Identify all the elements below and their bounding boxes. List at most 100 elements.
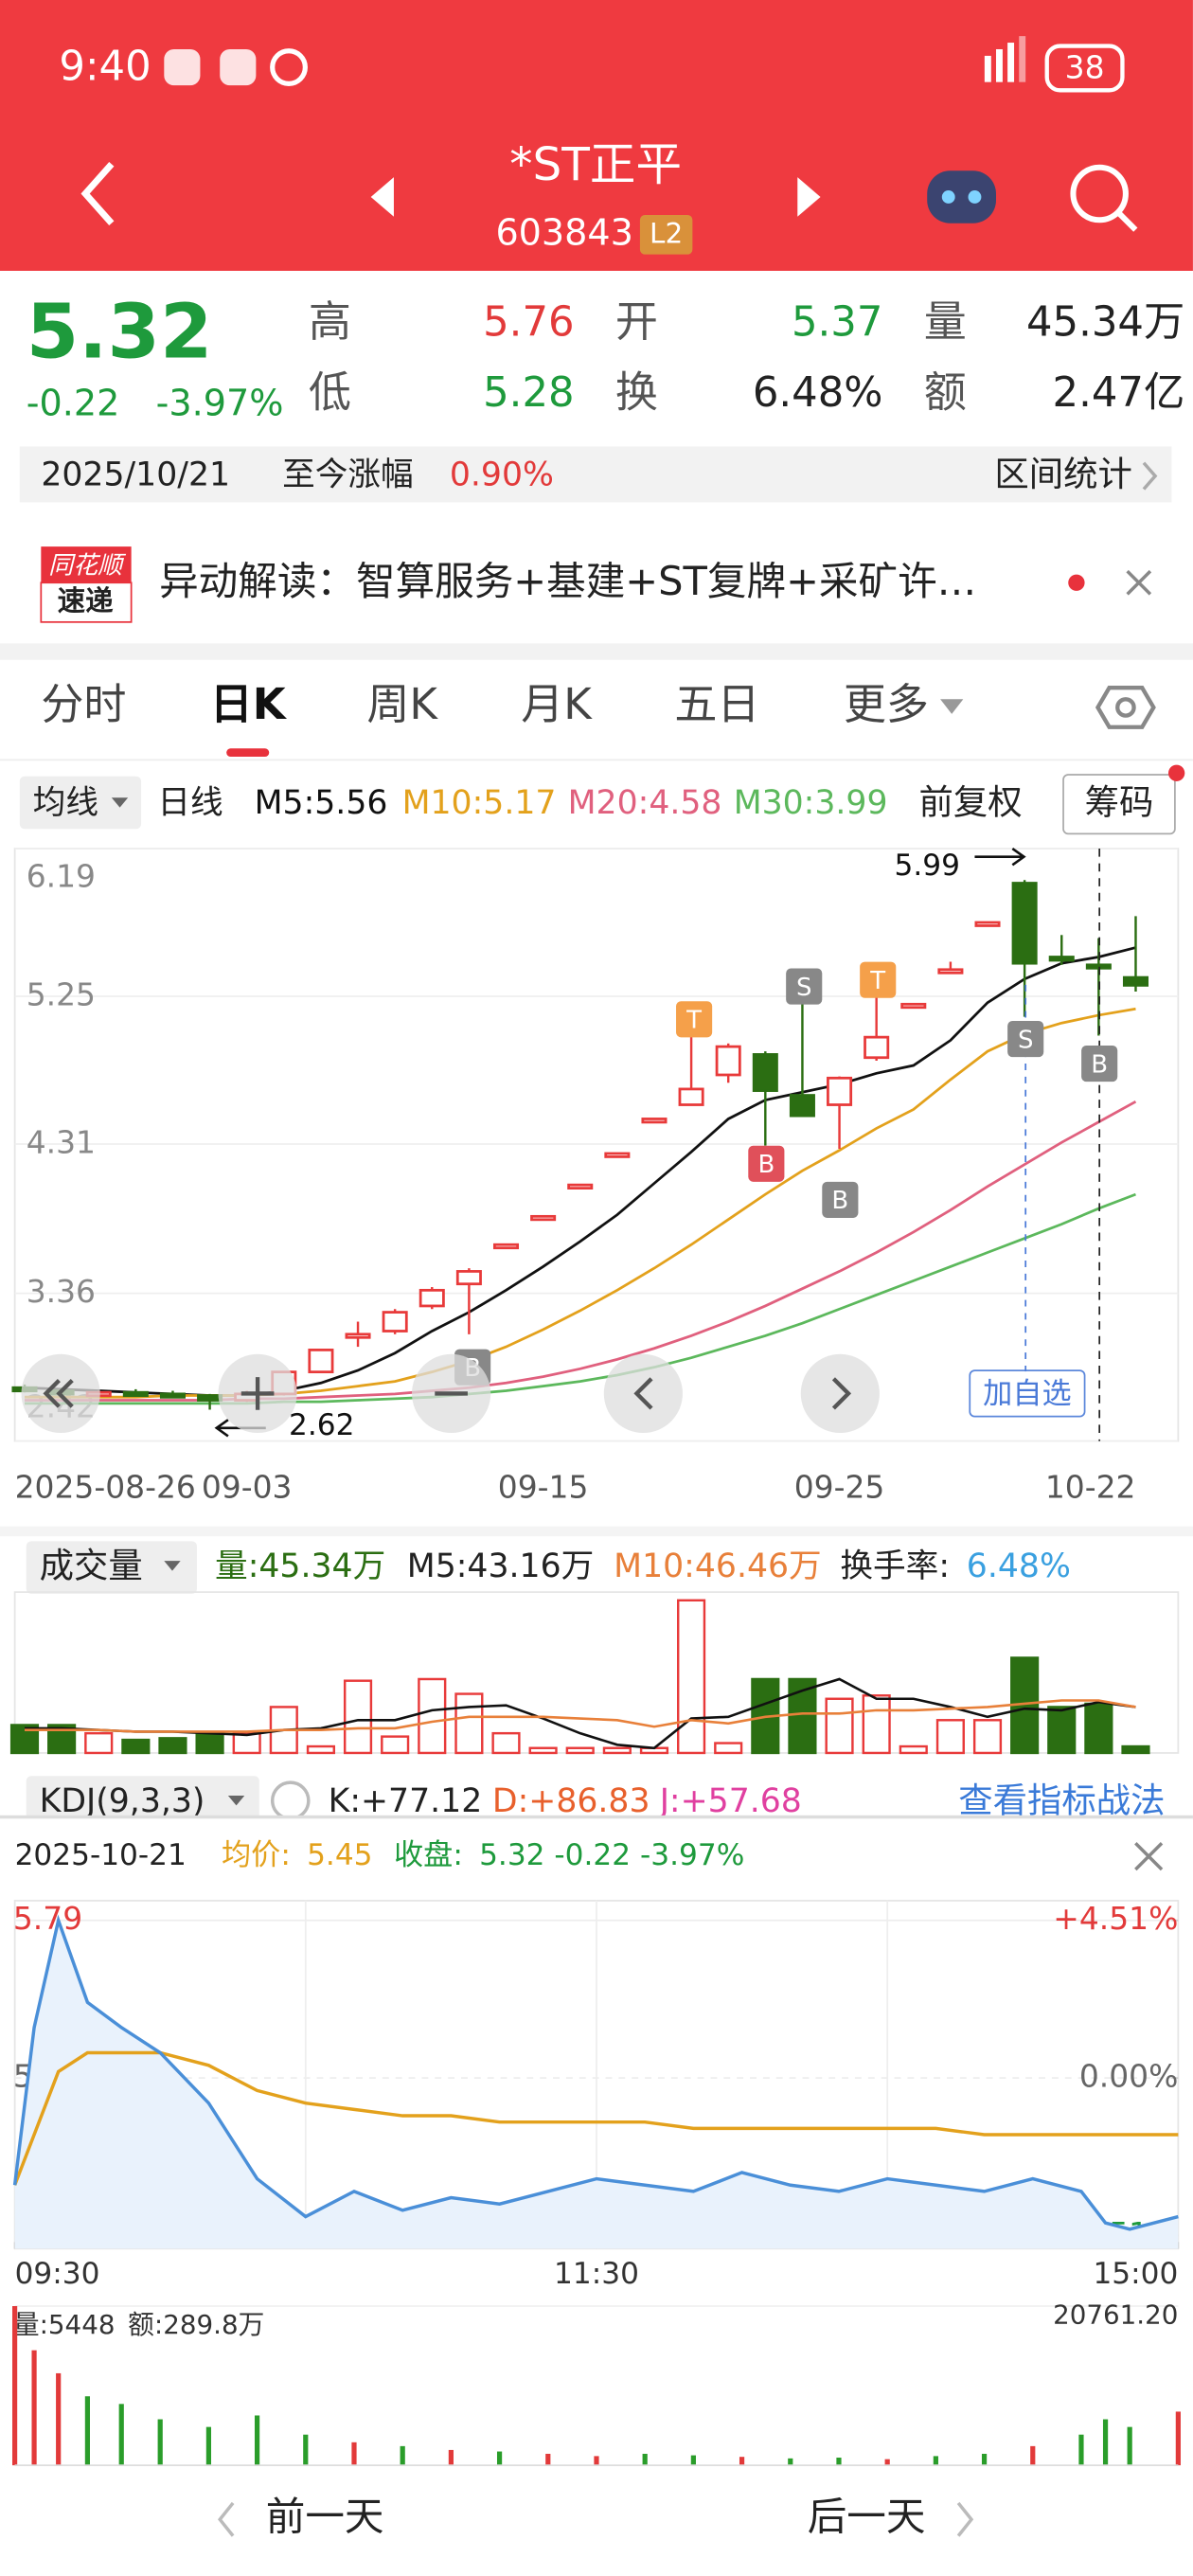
y-tick-label: 20761.20 — [1053, 2299, 1178, 2330]
tab[interactable]: 更多 — [844, 679, 929, 729]
x-tick-label: 09:30 — [15, 2257, 100, 2291]
chart-button[interactable] — [603, 1353, 683, 1433]
price-line — [12, 1914, 1179, 2231]
high-mark: 5.99 — [895, 849, 960, 883]
x-tick-label: 15:00 — [1093, 2257, 1178, 2291]
candle-body — [937, 968, 964, 975]
volume-bar — [1175, 2411, 1181, 2466]
next-day[interactable]: 后一天 — [808, 2493, 926, 2539]
candle-body — [827, 1076, 853, 1106]
close-label: 收盘: — [394, 1838, 463, 1872]
candle-body — [1048, 956, 1075, 962]
volume-bar — [496, 2451, 503, 2466]
chart-button[interactable] — [800, 1353, 880, 1433]
volume-bar — [594, 2456, 599, 2466]
help-icon[interactable] — [270, 1780, 311, 1821]
volume-bar — [972, 1719, 1003, 1755]
tab-indicator — [226, 748, 270, 757]
volume-bar — [545, 2453, 551, 2466]
candle-body — [382, 1311, 408, 1333]
popup-date: 2025-10-21 — [15, 1838, 187, 1872]
intraday-chart: 5.795.545.29+4.51%0.00%-4.51%09:3011:301… — [11, 1900, 1181, 2466]
range-stats[interactable]: 区间统计 — [994, 454, 1132, 494]
volume-bar — [1030, 2445, 1036, 2466]
candle-body — [678, 1087, 704, 1106]
candle-body — [197, 1394, 223, 1402]
ma-line — [24, 1192, 1136, 1405]
range-bar[interactable] — [19, 446, 1172, 503]
candle-body — [641, 1118, 668, 1124]
add-watch[interactable] — [969, 1369, 1086, 1418]
news-text[interactable]: 异动解读：智算服务+基建+ST复牌+采矿许… — [159, 558, 976, 604]
close-news[interactable] — [1126, 569, 1152, 596]
settings-icon[interactable] — [1095, 686, 1156, 729]
y-tick-label: 4.31 — [27, 1124, 96, 1161]
volume-bar — [862, 1694, 891, 1755]
low-mark: 2.62 — [289, 1408, 354, 1442]
prev-stock[interactable] — [370, 177, 394, 217]
chips-button[interactable] — [1062, 774, 1176, 835]
volume-bar — [981, 2453, 988, 2466]
robot-icon[interactable] — [927, 170, 996, 224]
candle-body — [1011, 882, 1038, 965]
next-stock[interactable] — [797, 177, 821, 217]
volume-label: 成交量 — [40, 1546, 143, 1586]
chevron — [1142, 461, 1158, 491]
y-tick-label: 3.36 — [27, 1273, 96, 1310]
volume-bar — [714, 1742, 743, 1755]
news-logo — [41, 546, 132, 583]
chart-button-icon — [831, 1377, 852, 1410]
candle-body — [308, 1349, 334, 1374]
close-popup[interactable] — [1134, 1842, 1164, 1871]
tab[interactable]: 周K — [366, 679, 438, 729]
volume-bar — [418, 1677, 447, 1755]
indicator-selector[interactable] — [26, 1541, 197, 1594]
candle-body — [752, 1053, 778, 1092]
caret — [940, 699, 964, 714]
tab[interactable]: 五日 — [674, 679, 759, 729]
candle-body — [345, 1333, 371, 1339]
back-button[interactable] — [80, 162, 115, 226]
ma-selector-text: 均线 — [33, 784, 98, 822]
label: 量 — [924, 296, 967, 347]
volume-bar — [528, 1746, 558, 1755]
y-tick-label: 5.25 — [27, 976, 96, 1013]
label: 低 — [309, 367, 351, 418]
volume-bar — [899, 1744, 928, 1755]
change: -0.22 — [27, 383, 120, 424]
tab[interactable]: 分时 — [41, 679, 126, 729]
volume-bar — [836, 2458, 842, 2466]
tab[interactable]: 日K — [210, 679, 288, 729]
volume-bar — [254, 2415, 260, 2466]
volume-bar — [1121, 1744, 1150, 1755]
tab-bar: 分时 日K 周K 月K 五日 更多 — [41, 679, 964, 757]
volume-bar — [602, 1746, 632, 1755]
search-icon[interactable] — [1070, 164, 1138, 232]
divider — [0, 643, 1193, 660]
volume-bar — [677, 1599, 706, 1755]
ma-selector[interactable] — [19, 776, 142, 830]
volume-bar — [690, 2455, 696, 2466]
label: 高 — [309, 296, 351, 347]
chart-button-icon — [633, 1377, 653, 1410]
ma-line — [24, 946, 1136, 1397]
clock: 9:40 — [59, 43, 151, 90]
volume-bar — [56, 2372, 62, 2466]
last-price: 5.32 — [27, 287, 213, 375]
adjust[interactable]: 前复权 — [919, 782, 1023, 823]
indicator-link[interactable]: 查看指标战法 — [958, 1780, 1165, 1820]
volume-bar — [1127, 2426, 1132, 2466]
signal-text: B — [831, 1187, 848, 1215]
signal-text: T — [869, 967, 885, 995]
kdj-j: J:+57.68 — [658, 1782, 802, 1820]
ma-legend-item: M10:5.17 — [402, 784, 557, 822]
volume-bar — [31, 2350, 37, 2466]
candle-body — [418, 1288, 445, 1308]
tab[interactable]: 月K — [521, 679, 593, 729]
prev-day[interactable]: 前一天 — [266, 2493, 384, 2539]
header-bg — [0, 0, 1193, 271]
volume-bar — [232, 1731, 261, 1755]
ma-legend-item: M5:5.56 — [255, 784, 388, 822]
